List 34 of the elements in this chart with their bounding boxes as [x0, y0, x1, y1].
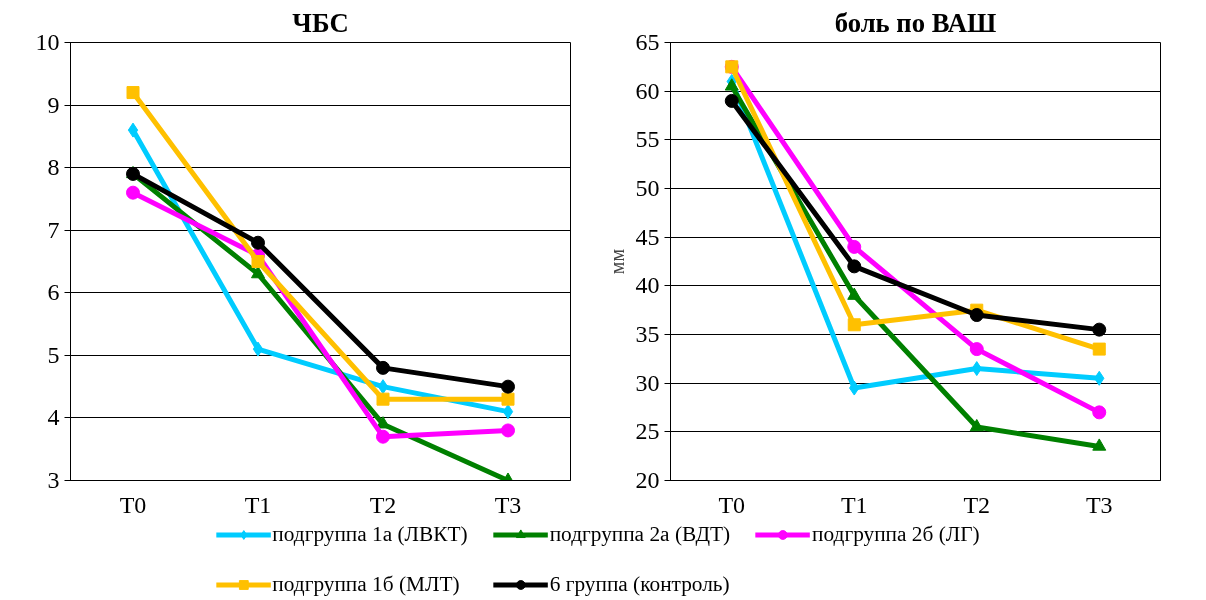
y-tick-label: 5 [47, 341, 60, 368]
x-tick-label: T2 [369, 491, 397, 518]
legend-label: подгруппа 1б (МЛТ) [272, 571, 460, 597]
y-tick-label: 9 [47, 91, 60, 118]
y-tick-label: 35 [635, 321, 660, 347]
y-tick-label: 50 [635, 175, 660, 201]
chart-title: боль по ВАШ [834, 7, 997, 38]
x-tick-label: T0 [119, 491, 147, 518]
y-tick-label: 55 [635, 126, 660, 153]
legend-label: подгруппа 1а (ЛВКТ) [272, 521, 468, 547]
x-tick-label: T3 [494, 491, 522, 518]
y-tick-label: 40 [635, 272, 660, 299]
y-tick-label: 60 [635, 77, 660, 104]
y-tick-label: 4 [47, 404, 60, 431]
y-tick-label: 25 [635, 418, 660, 445]
y-tick-label: 10 [35, 29, 60, 55]
x-tick-label: T1 [840, 491, 868, 518]
y-tick-label: 7 [47, 216, 60, 243]
legend-label: подгруппа 2а (ВДТ) [549, 521, 731, 547]
x-tick-label: T0 [718, 491, 746, 518]
x-tick-label: T1 [244, 491, 272, 518]
y-tick-label: 20 [635, 467, 660, 493]
y-tick-label: 65 [635, 29, 660, 55]
y-tick-label: 6 [47, 279, 60, 306]
legend-label: 6 группа (контроль) [549, 571, 730, 597]
y-axis-title: мм [605, 248, 628, 275]
x-tick-label: T3 [1085, 491, 1113, 518]
y-tick-label: 30 [635, 369, 660, 396]
y-tick-label: 45 [635, 223, 660, 250]
y-tick-label: 3 [47, 467, 60, 493]
chart-title: ЧБС [292, 7, 349, 38]
y-tick-label: 8 [47, 154, 60, 181]
x-tick-label: T2 [963, 491, 991, 518]
legend-label: подгруппа 2б (ЛГ) [812, 521, 980, 547]
